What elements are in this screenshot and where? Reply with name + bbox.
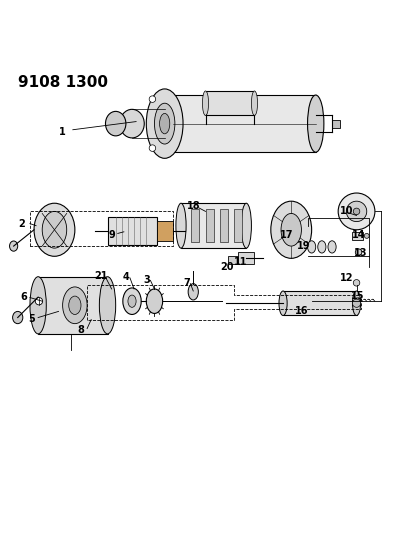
Ellipse shape (69, 296, 81, 314)
Text: 15: 15 (351, 291, 364, 301)
Circle shape (353, 299, 360, 308)
Ellipse shape (252, 91, 258, 116)
Ellipse shape (42, 212, 67, 248)
Ellipse shape (30, 277, 46, 334)
Ellipse shape (176, 203, 186, 248)
Ellipse shape (120, 109, 144, 138)
Bar (353, 232, 363, 240)
Ellipse shape (99, 277, 115, 334)
Circle shape (356, 249, 362, 255)
Text: 19: 19 (297, 241, 310, 252)
Bar (181, 203, 246, 248)
Ellipse shape (241, 203, 252, 248)
Ellipse shape (62, 287, 87, 324)
Text: 21: 21 (95, 271, 108, 281)
Circle shape (353, 280, 360, 286)
Ellipse shape (159, 114, 170, 134)
Ellipse shape (328, 241, 336, 253)
Ellipse shape (13, 311, 23, 324)
Text: 3: 3 (143, 274, 150, 285)
Ellipse shape (128, 295, 136, 308)
Text: 9108 1300: 9108 1300 (18, 75, 108, 90)
Ellipse shape (279, 291, 287, 316)
Text: 2: 2 (18, 219, 25, 229)
Circle shape (364, 233, 369, 238)
Text: 16: 16 (295, 305, 308, 316)
Ellipse shape (271, 201, 312, 259)
Ellipse shape (281, 213, 301, 246)
Text: 4: 4 (122, 272, 129, 282)
Text: 1: 1 (59, 127, 66, 137)
Bar (228, 256, 238, 264)
Circle shape (35, 297, 43, 305)
Circle shape (353, 208, 360, 215)
Circle shape (338, 193, 375, 230)
Ellipse shape (353, 291, 360, 316)
Bar (38, 277, 108, 334)
Text: 12: 12 (339, 273, 353, 283)
Circle shape (149, 96, 156, 102)
Ellipse shape (106, 111, 126, 136)
Ellipse shape (307, 241, 316, 253)
Text: 13: 13 (354, 248, 367, 257)
Ellipse shape (318, 241, 326, 253)
Ellipse shape (307, 95, 324, 152)
Text: 17: 17 (280, 230, 294, 240)
Text: 11: 11 (233, 257, 247, 268)
Ellipse shape (123, 288, 141, 314)
Bar (206, 91, 254, 116)
Text: 7: 7 (184, 278, 191, 288)
Text: 8: 8 (78, 325, 84, 335)
Bar (283, 291, 356, 316)
Bar (238, 252, 254, 264)
Ellipse shape (146, 289, 163, 313)
Text: 6: 6 (21, 292, 27, 302)
Text: 5: 5 (29, 314, 35, 324)
Ellipse shape (9, 241, 18, 251)
Bar (108, 217, 157, 245)
Bar (234, 209, 242, 242)
Text: 18: 18 (187, 201, 200, 211)
Circle shape (346, 201, 367, 222)
Ellipse shape (203, 91, 208, 116)
Ellipse shape (188, 284, 199, 300)
Bar (206, 209, 214, 242)
Ellipse shape (155, 103, 175, 144)
Ellipse shape (146, 89, 183, 158)
Text: 10: 10 (339, 206, 353, 216)
Text: 20: 20 (220, 262, 233, 271)
Text: 14: 14 (352, 230, 365, 240)
Ellipse shape (34, 203, 75, 256)
Circle shape (149, 145, 156, 151)
Text: 9: 9 (108, 230, 115, 240)
Bar (157, 221, 173, 241)
Bar (220, 209, 228, 242)
Bar (332, 119, 340, 128)
Bar (173, 95, 316, 152)
Bar (191, 209, 199, 242)
